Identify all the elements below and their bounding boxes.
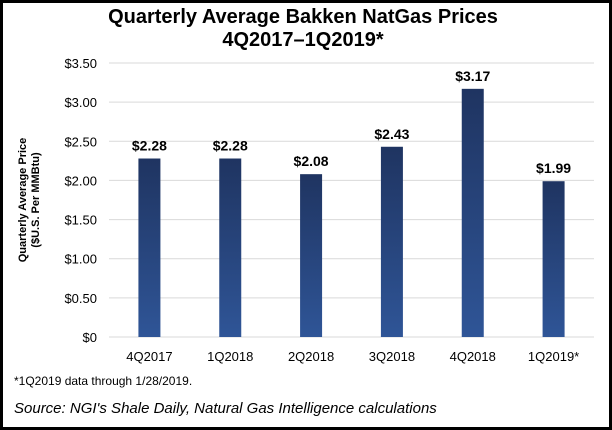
subtitle-line: 4Q2017–1Q2019* <box>222 29 384 51</box>
x-tick-label: 2Q2018 <box>288 349 334 364</box>
bar <box>461 88 484 337</box>
y-tick-label: $3.50 <box>64 56 97 71</box>
y-tick-label: $0.50 <box>64 291 97 306</box>
x-tick-label: 4Q2018 <box>450 349 496 364</box>
bar <box>219 158 242 337</box>
y-tick-label: $1.50 <box>64 213 97 228</box>
data-label: $1.99 <box>536 160 571 176</box>
y-tick-label: $1.00 <box>64 252 97 267</box>
y-axis-title-line: Quarterly Average Price <box>17 138 29 263</box>
footnote: *1Q2019 data through 1/28/2019. <box>14 374 193 388</box>
y-tick-label: $2.50 <box>64 134 97 149</box>
bar <box>300 174 323 337</box>
x-tick-label: 1Q2019* <box>528 349 579 364</box>
data-label: $2.43 <box>374 126 409 142</box>
data-label: $2.08 <box>294 153 329 169</box>
source-note: Source: NGI's Shale Daily, Natural Gas I… <box>14 400 437 417</box>
bar <box>138 158 161 337</box>
data-label: $2.28 <box>132 138 167 154</box>
x-tick-label: 3Q2018 <box>369 349 415 364</box>
data-label: $3.17 <box>455 68 490 84</box>
x-tick-label: 4Q2017 <box>126 349 172 364</box>
y-tick-label: $2.00 <box>64 173 97 188</box>
chart-title: Quarterly Average Bakken NatGas Prices 4… <box>0 6 606 52</box>
title-line: Quarterly Average Bakken NatGas Prices <box>108 6 498 28</box>
bar <box>380 146 403 337</box>
y-axis-title-line: ($U.S. Per MMBtu) <box>30 152 42 248</box>
y-tick-label: $0 <box>83 330 97 345</box>
bar <box>542 181 565 337</box>
data-label: $2.28 <box>213 138 248 154</box>
x-tick-label: 1Q2018 <box>207 349 253 364</box>
y-axis-title: Quarterly Average Price($U.S. Per MMBtu) <box>17 138 42 263</box>
y-tick-label: $3.00 <box>64 95 97 110</box>
